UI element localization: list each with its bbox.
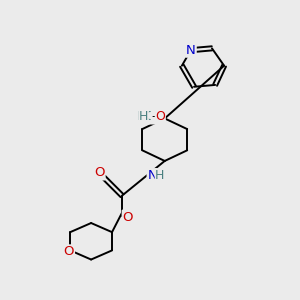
- Text: O: O: [64, 245, 74, 258]
- Text: O: O: [94, 167, 105, 179]
- Text: N: N: [186, 44, 196, 57]
- Text: O: O: [155, 110, 165, 124]
- Text: H: H: [155, 169, 165, 182]
- Text: H: H: [139, 110, 148, 124]
- Text: HO: HO: [137, 110, 156, 124]
- Text: -: -: [151, 110, 156, 124]
- Text: N: N: [147, 169, 157, 182]
- Text: O: O: [123, 211, 133, 224]
